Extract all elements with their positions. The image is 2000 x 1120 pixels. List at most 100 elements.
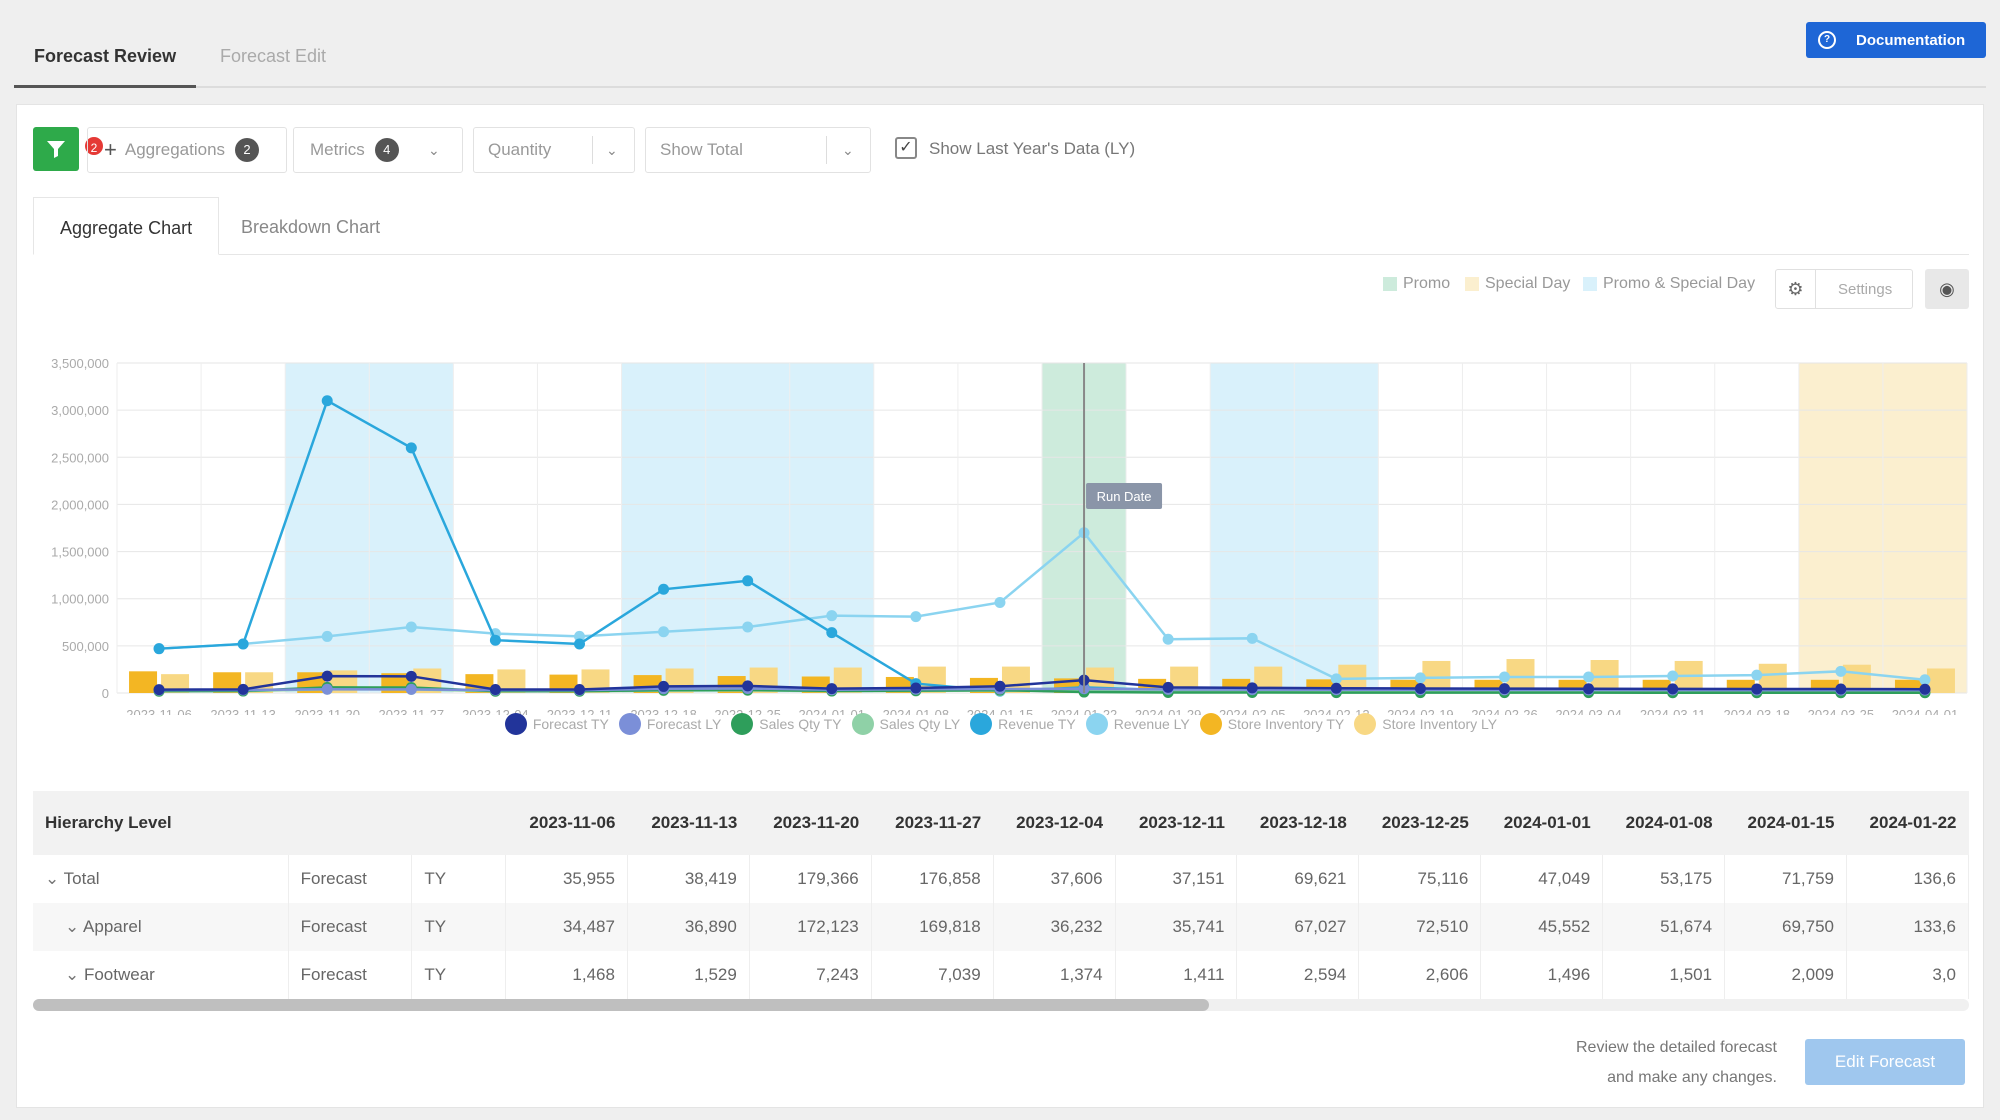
point-forecast-ty[interactable] [1162, 681, 1174, 693]
value-cell: 1,468 [505, 951, 628, 999]
point-revenue-ly[interactable] [1583, 671, 1595, 683]
point-revenue-ly[interactable] [1835, 665, 1847, 677]
point-forecast-ty[interactable] [658, 680, 670, 692]
value-cell: 1,374 [993, 951, 1116, 999]
point-revenue-ly[interactable] [1246, 632, 1258, 644]
tab-forecast-edit[interactable]: Forecast Edit [220, 46, 327, 66]
scrollbar-thumb[interactable] [33, 999, 1209, 1011]
chevron-down-icon[interactable]: ⌄ [45, 869, 64, 888]
point-forecast-ty[interactable] [489, 683, 501, 695]
legend-item-revenue-ty[interactable]: Revenue TY [970, 713, 1076, 735]
visibility-toggle-button[interactable]: ◉ [1925, 269, 1969, 309]
point-revenue-ty[interactable] [405, 442, 417, 454]
x-tick-label: 2023-12-18 [630, 707, 697, 715]
point-forecast-ty[interactable] [1751, 683, 1763, 695]
point-forecast-ty[interactable] [1414, 682, 1426, 694]
point-revenue-ly[interactable] [1414, 672, 1426, 684]
point-revenue-ly[interactable] [405, 621, 417, 633]
value-cell: 179,366 [749, 855, 872, 903]
legend-item-store-inventory-ty[interactable]: Store Inventory TY [1199, 713, 1344, 735]
hierarchy-cell[interactable]: ⌄ Total [33, 855, 289, 903]
point-forecast-ty[interactable] [910, 682, 922, 694]
point-revenue-ly[interactable] [658, 626, 670, 638]
x-tick-label: 2023-12-25 [714, 707, 781, 715]
legend-item-sales-qty-ly[interactable]: Sales Qty LY [851, 713, 960, 735]
point-forecast-ty[interactable] [1919, 683, 1931, 695]
value-cell: 38,419 [627, 855, 750, 903]
point-revenue-ty[interactable] [574, 638, 585, 650]
metric-cell: Forecast [288, 903, 413, 951]
x-tick-label: 2024-04-01 [1892, 707, 1959, 715]
legend-dot [851, 713, 874, 735]
point-forecast-ly[interactable] [405, 683, 417, 695]
point-revenue-ty[interactable] [489, 634, 501, 646]
point-revenue-ly[interactable] [321, 630, 333, 642]
point-revenue-ly[interactable] [742, 621, 754, 633]
value-cell: 3,0 [1846, 951, 1969, 999]
legend-item-forecast-ty[interactable]: Forecast TY [504, 713, 609, 735]
point-forecast-ty[interactable] [153, 684, 165, 696]
line-forecast-ty [159, 674, 1925, 691]
point-revenue-ly[interactable] [1919, 674, 1931, 686]
y-tick-label: 1,000,000 [51, 592, 109, 607]
bar-store-inventory-ly [581, 669, 610, 693]
value-cell: 37,606 [993, 855, 1116, 903]
point-revenue-ty[interactable] [742, 575, 754, 587]
point-forecast-ty[interactable] [994, 680, 1006, 692]
point-forecast-ty[interactable] [1667, 683, 1679, 695]
point-revenue-ly[interactable] [1751, 669, 1763, 681]
point-forecast-ty[interactable] [1835, 683, 1847, 695]
point-forecast-ty[interactable] [1583, 683, 1595, 695]
point-forecast-ty[interactable] [237, 683, 249, 695]
settings-button[interactable]: ⚙ Settings [1775, 269, 1913, 309]
edit-forecast-button[interactable]: Edit Forecast [1805, 1039, 1965, 1085]
tab-breakdown-chart[interactable]: Breakdown Chart [241, 217, 381, 237]
point-revenue-ly[interactable] [1667, 670, 1679, 682]
point-forecast-ty[interactable] [742, 680, 754, 692]
value-cell: 67,027 [1236, 903, 1360, 951]
point-revenue-ty[interactable] [153, 643, 165, 655]
value-cell: 47,049 [1480, 855, 1604, 903]
table-horizontal-scrollbar[interactable] [33, 999, 1969, 1011]
point-forecast-ty[interactable] [574, 683, 585, 695]
point-revenue-ly[interactable] [910, 611, 922, 623]
filter-button[interactable]: 2 [33, 127, 105, 171]
show-ly-checkbox[interactable]: ✓ [895, 137, 917, 159]
show-total-select[interactable]: Show Total ⌄ [645, 127, 871, 173]
tab-forecast-review[interactable]: Forecast Review [14, 46, 197, 88]
point-revenue-ty[interactable] [826, 627, 838, 639]
metrics-dropdown[interactable]: Metrics 4 ⌄ [293, 127, 463, 173]
chevron-down-icon[interactable]: ⌄ [65, 965, 84, 984]
legend-item-store-inventory-ly[interactable]: Store Inventory LY [1354, 713, 1497, 735]
point-forecast-ty[interactable] [1246, 682, 1258, 694]
y-tick-label: 2,000,000 [51, 497, 109, 512]
hierarchy-cell[interactable]: ⌄ Apparel [33, 903, 289, 951]
date-column-header: 2023-11-13 [627, 791, 750, 855]
point-revenue-ly[interactable] [826, 610, 838, 622]
aggregations-button[interactable]: + Aggregations 2 [87, 127, 287, 173]
point-revenue-ly[interactable] [1499, 671, 1510, 683]
point-revenue-ty[interactable] [237, 638, 249, 650]
point-forecast-ty[interactable] [321, 670, 333, 682]
point-forecast-ty[interactable] [826, 683, 838, 695]
point-forecast-ty[interactable] [405, 670, 417, 682]
chevron-down-icon[interactable]: ⌄ [65, 917, 84, 936]
point-revenue-ly[interactable] [1330, 673, 1342, 685]
point-revenue-ly[interactable] [994, 596, 1006, 608]
legend-item-sales-qty-ty[interactable]: Sales Qty TY [731, 713, 842, 735]
point-revenue-ty[interactable] [658, 583, 670, 595]
point-revenue-ty[interactable] [321, 395, 333, 407]
point-revenue-ly[interactable] [574, 630, 585, 642]
y-tick-label: 0 [102, 686, 109, 701]
quantity-select[interactable]: Quantity ⌄ [473, 127, 635, 173]
point-forecast-ty[interactable] [1499, 683, 1510, 695]
point-forecast-ly[interactable] [321, 683, 333, 695]
point-revenue-ly[interactable] [1162, 633, 1174, 645]
documentation-button[interactable]: ? Documentation [1806, 22, 1986, 58]
legend-item-forecast-ly[interactable]: Forecast LY [618, 713, 721, 735]
tab-aggregate-chart[interactable]: Aggregate Chart [33, 197, 220, 255]
legend-item-revenue-ly[interactable]: Revenue LY [1085, 713, 1190, 735]
point-forecast-ty[interactable] [1330, 682, 1342, 694]
hierarchy-cell[interactable]: ⌄ Footwear [33, 951, 289, 999]
x-tick-label: 2024-03-18 [1724, 707, 1791, 715]
